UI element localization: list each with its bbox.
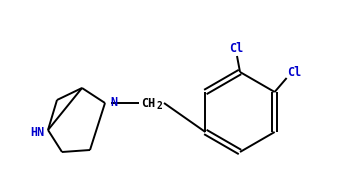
Text: CH: CH [141, 97, 155, 110]
Text: Cl: Cl [229, 41, 243, 55]
Text: N: N [110, 95, 117, 108]
Text: HN: HN [30, 125, 44, 139]
Text: Cl: Cl [287, 65, 302, 78]
Text: 2: 2 [156, 101, 162, 111]
